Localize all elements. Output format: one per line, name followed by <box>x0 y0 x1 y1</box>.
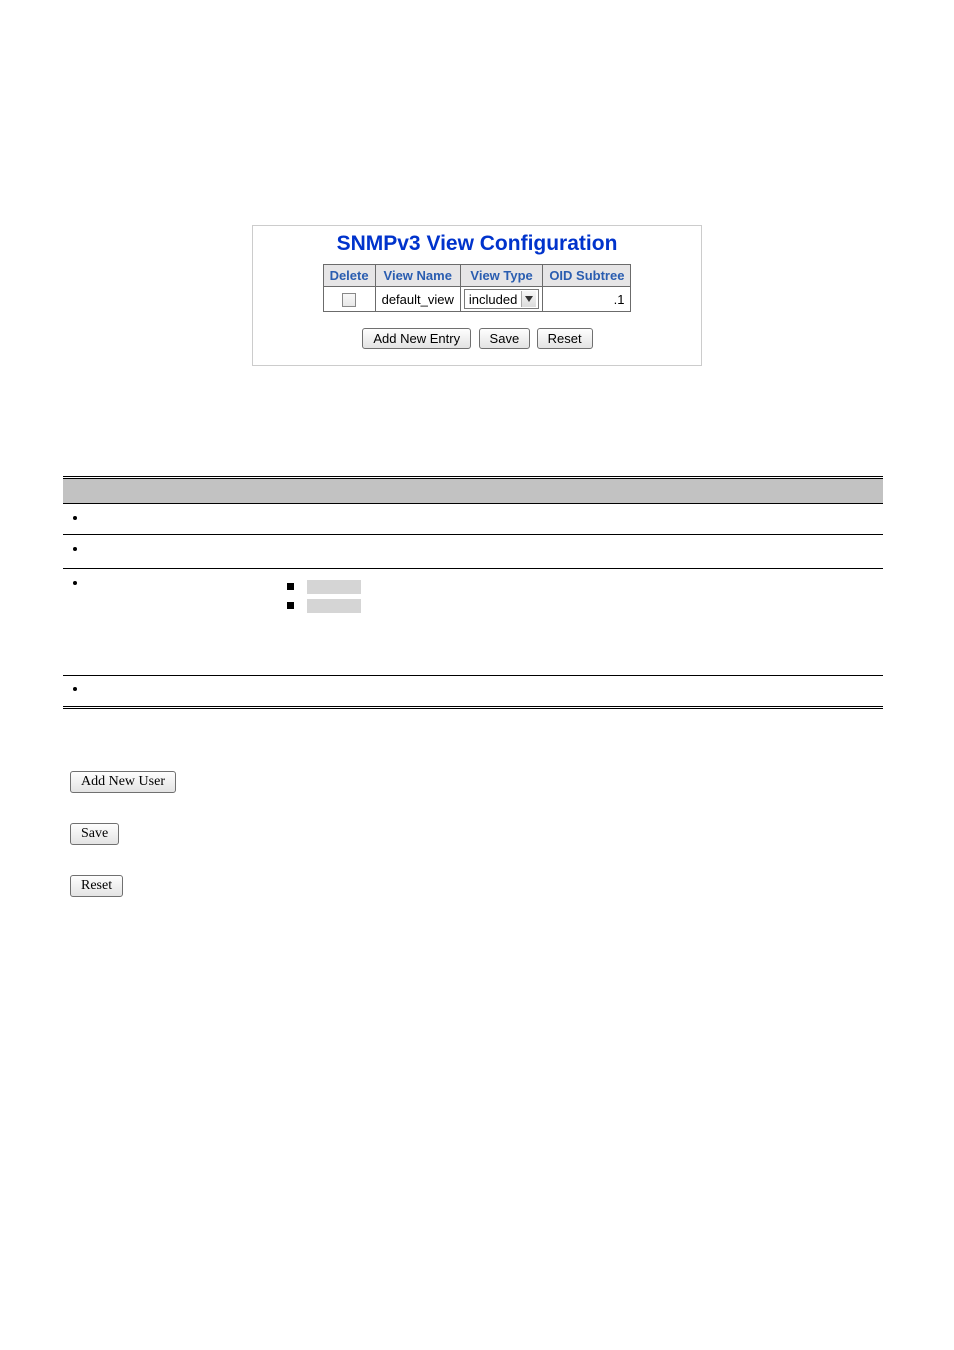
bullet-icon <box>73 581 77 585</box>
chevron-down-icon <box>521 291 536 307</box>
desc-row <box>63 535 883 569</box>
bullet-icon <box>73 547 77 551</box>
square-bullet-icon <box>287 583 294 590</box>
col-view-type: View Type <box>460 265 542 287</box>
desc-header-row <box>63 478 883 504</box>
desc-row <box>63 675 883 707</box>
save-button-serif[interactable]: Save <box>70 823 119 845</box>
add-new-entry-button[interactable]: Add New Entry <box>362 328 471 349</box>
col-delete: Delete <box>323 265 375 287</box>
description-table <box>63 476 883 709</box>
delete-cell <box>323 287 375 312</box>
reset-button[interactable]: Reset <box>537 328 593 349</box>
bullet-icon <box>73 516 77 520</box>
panel-button-row: Add New Entry Save Reset <box>253 328 701 349</box>
sub-row <box>287 598 879 613</box>
desc-row <box>63 569 883 676</box>
col-view-name: View Name <box>375 265 460 287</box>
delete-checkbox[interactable] <box>342 293 356 307</box>
col-oid-subtree: OID Subtree <box>543 265 631 287</box>
add-new-user-button[interactable]: Add New User <box>70 771 176 793</box>
view-type-cell: included <box>460 287 542 312</box>
view-type-value: included <box>469 292 517 307</box>
panel-title: SNMPv3 View Configuration <box>253 230 701 264</box>
config-table: Delete View Name View Type OID Subtree d… <box>323 264 632 312</box>
save-button[interactable]: Save <box>479 328 531 349</box>
reset-button-serif[interactable]: Reset <box>70 875 123 897</box>
gray-placeholder <box>307 599 361 613</box>
view-name-cell: default_view <box>375 287 460 312</box>
sub-row <box>287 579 879 594</box>
serif-button-block: Add New User Save Reset <box>70 771 954 897</box>
bullet-icon <box>73 687 77 691</box>
desc-row <box>63 504 883 535</box>
gray-placeholder <box>307 580 361 594</box>
view-type-select[interactable]: included <box>464 289 539 309</box>
table-header-row: Delete View Name View Type OID Subtree <box>323 265 631 287</box>
oid-subtree-cell: .1 <box>543 287 631 312</box>
square-bullet-icon <box>287 602 294 609</box>
snmp-view-config-panel: SNMPv3 View Configuration Delete View Na… <box>252 225 702 366</box>
table-row: default_view included .1 <box>323 287 631 312</box>
